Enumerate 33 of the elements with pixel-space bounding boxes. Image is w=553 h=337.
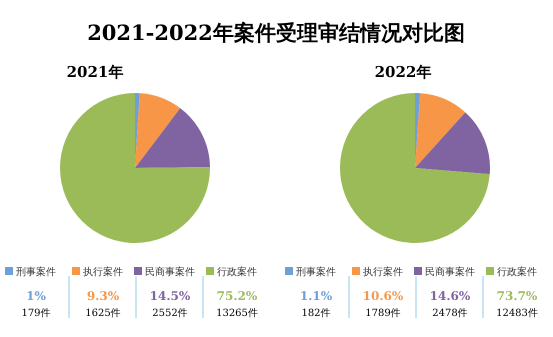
chart-title: 2021-2022年案件受理审结情况对比图 [87, 20, 465, 45]
text: 2552件 [152, 308, 188, 319]
pie-slice [340, 93, 490, 243]
data-label: 14.6% [430, 289, 471, 303]
data-label: 14.5% [150, 289, 191, 303]
legend-label: 民商事案件 [425, 266, 475, 278]
legend-label: 民商事案件 [145, 266, 195, 278]
text: 182件 [301, 308, 331, 319]
legend-label: 行政案件 [497, 266, 537, 278]
data-label: 9.3% [86, 289, 120, 303]
legend-label: 执行案件 [83, 266, 123, 278]
text: 13265件 [216, 308, 258, 319]
pie-slice [60, 93, 210, 243]
data-label: 1.1% [300, 289, 333, 303]
text: 1625件 [85, 308, 121, 319]
data-label: 75.2% [216, 289, 258, 303]
chart-subtitle: 2022年 [374, 63, 432, 81]
legend-label: 刑事案件 [296, 266, 336, 278]
data-label: 73.7% [496, 289, 538, 303]
pie-slice [415, 93, 466, 168]
pie-slice [135, 93, 180, 168]
chart-subtitle: 2021年 [66, 63, 124, 81]
data-label: 10.6% [362, 289, 404, 303]
text: 179件 [21, 308, 51, 319]
data-label: 1% [26, 289, 46, 303]
text: 12483件 [496, 308, 538, 319]
legend-label: 行政案件 [217, 266, 257, 278]
legend-label: 刑事案件 [16, 266, 56, 278]
text: 1789件 [365, 308, 401, 319]
pie-slice [135, 108, 210, 168]
legend-label: 执行案件 [363, 266, 403, 278]
text: 2478件 [432, 308, 468, 319]
pie-slice [415, 112, 490, 174]
